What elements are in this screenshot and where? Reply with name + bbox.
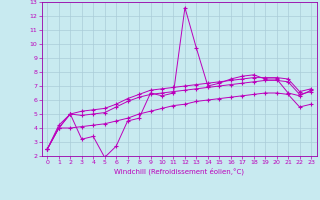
X-axis label: Windchill (Refroidissement éolien,°C): Windchill (Refroidissement éolien,°C) bbox=[114, 168, 244, 175]
